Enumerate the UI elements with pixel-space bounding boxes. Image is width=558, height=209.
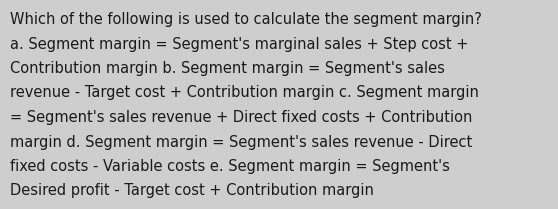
- Text: margin d. Segment margin = Segment's sales revenue - Direct: margin d. Segment margin = Segment's sal…: [10, 135, 472, 149]
- Text: Desired profit - Target cost + Contribution margin: Desired profit - Target cost + Contribut…: [10, 184, 374, 199]
- Text: fixed costs - Variable costs e. Segment margin = Segment's: fixed costs - Variable costs e. Segment …: [10, 159, 450, 174]
- Text: Which of the following is used to calculate the segment margin?: Which of the following is used to calcul…: [10, 12, 482, 27]
- Text: a. Segment margin = Segment's marginal sales + Step cost +: a. Segment margin = Segment's marginal s…: [10, 37, 468, 51]
- Text: revenue - Target cost + Contribution margin c. Segment margin: revenue - Target cost + Contribution mar…: [10, 85, 479, 101]
- Text: Contribution margin b. Segment margin = Segment's sales: Contribution margin b. Segment margin = …: [10, 61, 445, 76]
- Text: = Segment's sales revenue + Direct fixed costs + Contribution: = Segment's sales revenue + Direct fixed…: [10, 110, 473, 125]
